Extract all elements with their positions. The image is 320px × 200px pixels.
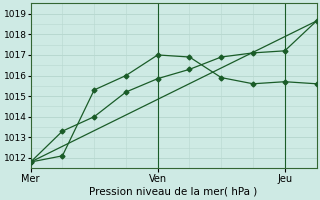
X-axis label: Pression niveau de la mer( hPa ): Pression niveau de la mer( hPa ) bbox=[90, 187, 258, 197]
